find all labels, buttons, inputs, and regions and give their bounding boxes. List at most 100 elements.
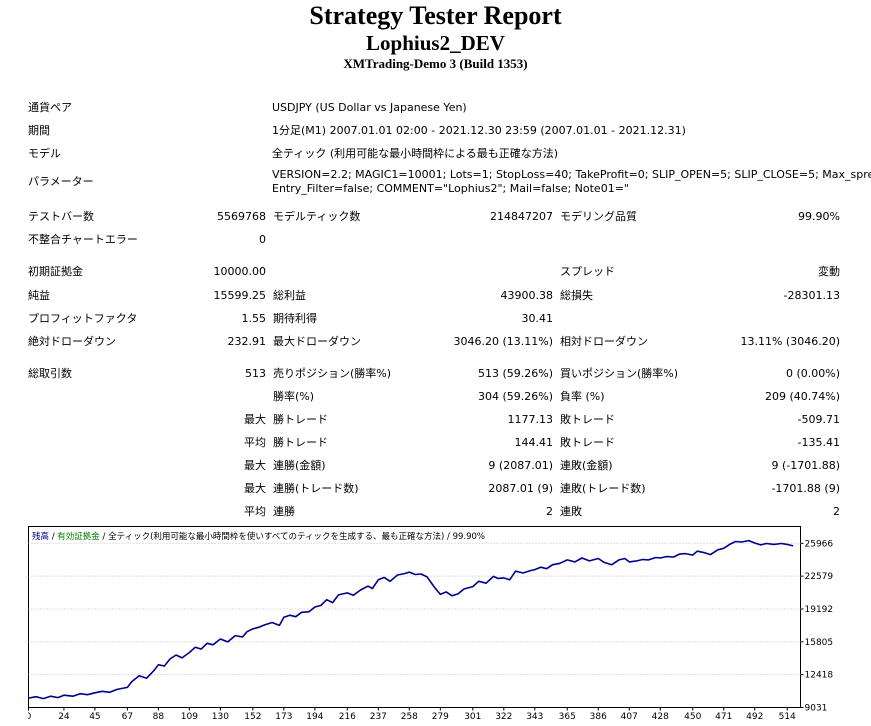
legend-model: 全ティック(利用可能な最小時間枠を使いすべてのティックを生成する、最も正確な方法… <box>108 531 444 542</box>
max-consec-losses-money-value: 9 (-1701.88) <box>771 459 840 472</box>
model-label: モデル <box>28 147 61 160</box>
loss-trades-label: 負率 (%) <box>560 390 605 403</box>
bars-tested-label: テストバー数 <box>28 210 94 223</box>
x-tick-label: 428 <box>652 712 669 722</box>
parameters-value-line2: Entry_Filter=false; COMMENT="Lophius2"; … <box>272 182 629 195</box>
x-tick-label: 152 <box>244 712 261 722</box>
largest-profit-label: 勝トレード <box>273 413 328 426</box>
max-consec-wins-money-label: 連勝(金額) <box>273 459 326 472</box>
mismatched-errors-label: 不整合チャートエラー <box>28 233 138 246</box>
profit-trades-label: 勝率(%) <box>273 390 315 403</box>
x-tick-label: 24 <box>58 712 70 722</box>
avg-consec-losses-label: 連敗 <box>560 505 582 518</box>
balance-chart: 0 24 45 67 88 109 130 152 173 194 216 237 258 279 301 3… <box>28 526 834 722</box>
profit-factor-value: 1.55 <box>241 312 267 325</box>
largest-profit-value: 1177.13 <box>507 413 554 426</box>
ticks-modelled-label: モデルティック数 <box>273 210 361 223</box>
x-tick-label: 258 <box>401 712 418 722</box>
absolute-drawdown-value: 232.91 <box>227 335 267 348</box>
largest-prefix: 最大 <box>244 413 266 426</box>
x-tick-label: 109 <box>181 712 198 722</box>
gross-loss-value: -28301.13 <box>783 289 840 302</box>
x-axis: 0 24 45 67 88 109 130 152 173 194 216 237 258 279 301 3… <box>28 707 796 722</box>
x-tick-label: 407 <box>621 712 638 722</box>
model-value: 全ティック (利用可能な最小時間枠による最も正確な方法) <box>272 147 559 160</box>
max-consec-wins-money-value: 9 (2087.01) <box>488 459 553 472</box>
report-table: 通貨ペア USDJPY (US Dollar vs Japanese Yen) … <box>28 101 871 518</box>
x-tick-label: 216 <box>339 712 356 722</box>
maximal-drawdown-value: 3046.20 (13.11%) <box>453 335 553 348</box>
x-tick-label: 322 <box>495 712 512 722</box>
legend-separator: / <box>100 532 108 542</box>
x-tick-label: 343 <box>526 712 543 722</box>
max-consec-losses-count-value: -1701.88 (9) <box>771 482 840 495</box>
max-consec-count-prefix: 最大 <box>244 482 266 495</box>
chart-plot-area <box>28 539 794 700</box>
net-profit-value: 15599.25 <box>213 289 267 302</box>
expected-payoff-label: 期待利得 <box>273 312 317 325</box>
avg-consec-wins-value: 2 <box>546 505 553 518</box>
mismatched-errors-value: 0 <box>259 233 266 246</box>
average-prefix: 平均 <box>244 436 266 449</box>
long-positions-label: 買いポジション(勝率%) <box>560 367 679 380</box>
loss-trades-value: 209 (40.74%) <box>764 390 840 403</box>
ticks-modelled-value: 214847207 <box>490 210 553 223</box>
x-tick-label: 365 <box>559 712 576 722</box>
x-tick-label: 301 <box>464 712 481 722</box>
x-tick-label: 0 <box>28 712 32 722</box>
y-tick-label: 22579 <box>805 572 834 582</box>
x-tick-label: 45 <box>89 712 100 722</box>
y-tick-label: 12418 <box>805 671 834 681</box>
average-profit-label: 勝トレード <box>273 436 328 449</box>
net-profit-label: 純益 <box>28 289 50 302</box>
chart-legend: 残高 / 有効証拠金 / 全ティック(利用可能な最小時間枠を使いすべてのティック… <box>32 531 485 542</box>
x-tick-label: 471 <box>715 712 732 722</box>
average-profit-value: 144.41 <box>514 436 554 449</box>
long-positions-value: 0 (0.00%) <box>785 367 840 380</box>
period-label: 期間 <box>28 124 50 137</box>
x-tick-label: 492 <box>746 712 763 722</box>
absolute-drawdown-label: 絶対ドローダウン <box>28 335 116 348</box>
parameters-value-line1: VERSION=2.2; MAGIC1=10001; Lots=1; StopL… <box>272 168 871 181</box>
legend-separator: / <box>444 532 452 542</box>
largest-loss-label: 敗トレード <box>560 413 615 426</box>
period-value: 1分足(M1) 2007.01.01 02:00 - 2021.12.30 23… <box>272 124 686 137</box>
spread-value: 変動 <box>818 265 840 278</box>
relative-drawdown-value: 13.11% (3046.20) <box>740 335 840 348</box>
balance-line <box>28 539 794 700</box>
gross-profit-value: 43900.38 <box>500 289 554 302</box>
y-tick-label: 25966 <box>805 539 834 549</box>
max-consec-losses-count-label: 連敗(トレード数) <box>560 482 646 495</box>
legend-equity: 有効証拠金 <box>57 531 100 542</box>
legend-quality: 99.90% <box>453 532 485 542</box>
total-trades-value: 513 <box>245 367 266 380</box>
initial-deposit-value: 10000.00 <box>213 265 267 278</box>
bars-tested-value: 5569768 <box>217 210 266 223</box>
symbol-label: 通貨ペア <box>28 101 72 114</box>
max-consec-money-prefix: 最大 <box>244 459 266 472</box>
average-loss-value: -135.41 <box>797 436 840 449</box>
total-trades-label: 総取引数 <box>28 367 72 380</box>
x-tick-label: 386 <box>590 712 607 722</box>
relative-drawdown-label: 相対ドローダウン <box>560 335 648 348</box>
spread-label: スプレッド <box>560 265 615 278</box>
avg-consec-wins-label: 連勝 <box>273 505 295 518</box>
short-positions-value: 513 (59.26%) <box>477 367 553 380</box>
report-subtitle: Lophius2_DEV <box>366 31 505 55</box>
initial-deposit-label: 初期証拠金 <box>28 265 83 278</box>
x-tick-label: 130 <box>212 712 229 722</box>
x-tick-label: 194 <box>306 712 323 722</box>
x-tick-label: 279 <box>432 712 449 722</box>
parameters-label: パラメーター <box>28 175 94 188</box>
avg-consec-prefix: 平均 <box>244 505 266 518</box>
legend-balance: 残高 <box>32 531 49 542</box>
short-positions-label: 売りポジション(勝率%) <box>273 367 392 380</box>
modelling-quality-label: モデリング品質 <box>560 210 637 223</box>
y-tick-label: 15805 <box>805 638 834 648</box>
profit-factor-label: プロフィットファクタ <box>28 312 138 325</box>
y-axis: 9031 12418 15805 19192 22579 25966 <box>800 539 834 714</box>
symbol-value: USDJPY (US Dollar vs Japanese Yen) <box>272 101 467 114</box>
gross-profit-label: 総利益 <box>273 289 306 302</box>
modelling-quality-value: 99.90% <box>798 210 840 223</box>
gross-loss-label: 総損失 <box>560 289 593 302</box>
